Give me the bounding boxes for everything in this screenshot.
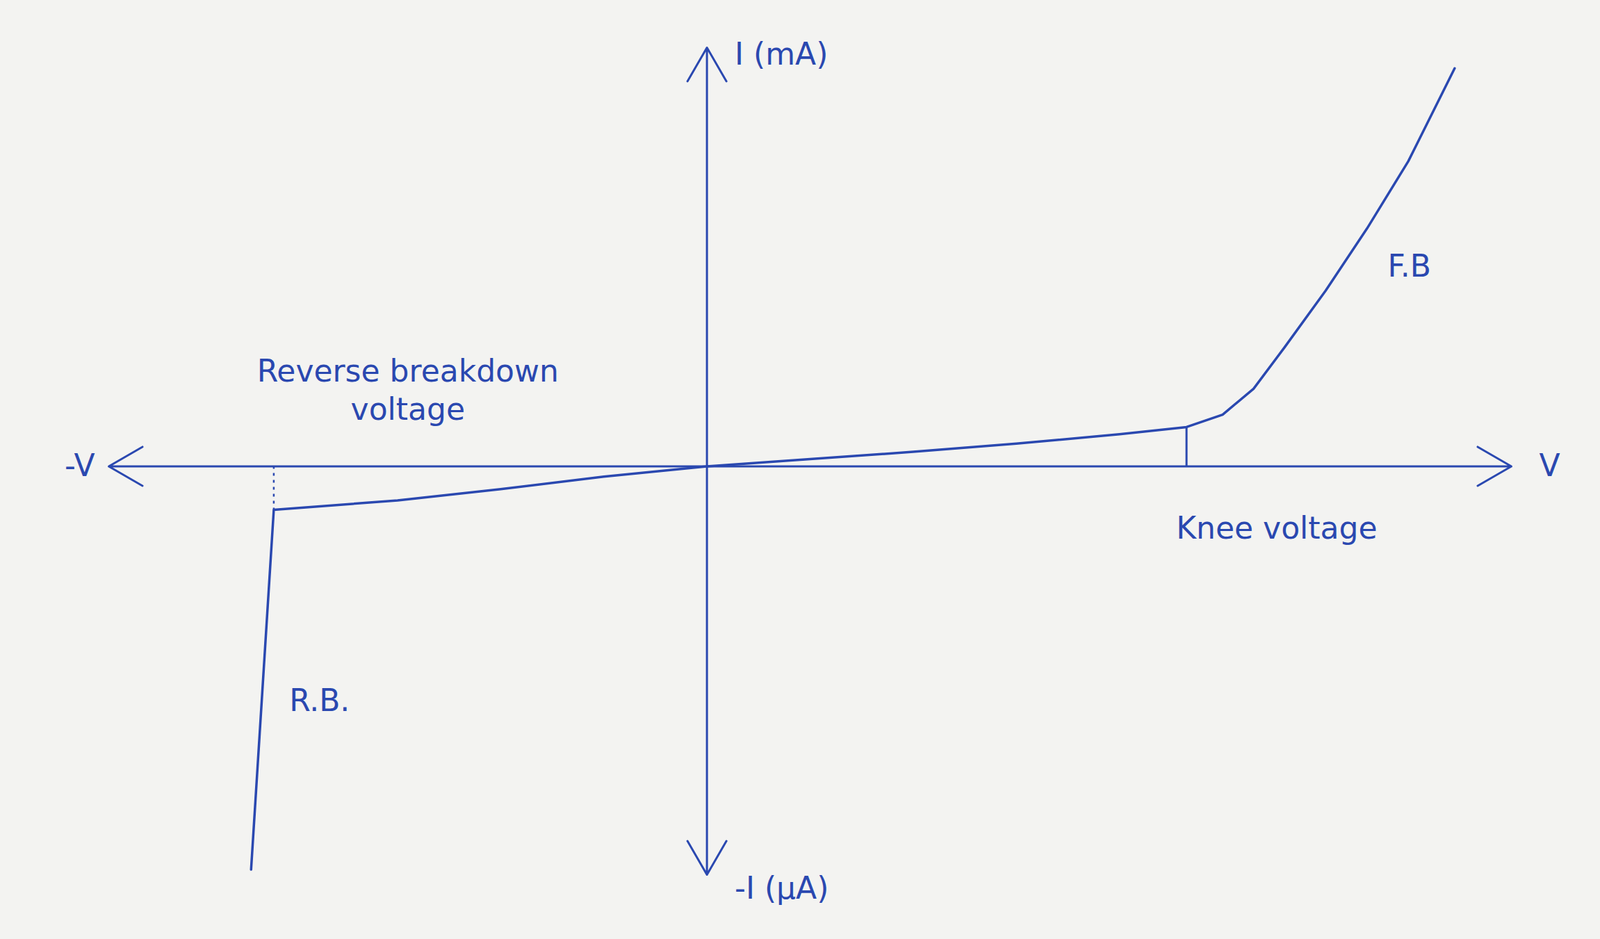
svg-text:I (mA): I (mA)	[734, 36, 828, 72]
svg-text:Knee voltage: Knee voltage	[1176, 510, 1377, 546]
svg-text:-I (μA): -I (μA)	[734, 870, 829, 906]
svg-text:Reverse breakdownvoltage: Reverse breakdownvoltage	[257, 353, 559, 427]
svg-text:F.B: F.B	[1387, 248, 1431, 284]
svg-text:V: V	[1539, 447, 1561, 484]
svg-text:-V: -V	[64, 447, 95, 484]
svg-text:R.B.: R.B.	[289, 682, 350, 718]
